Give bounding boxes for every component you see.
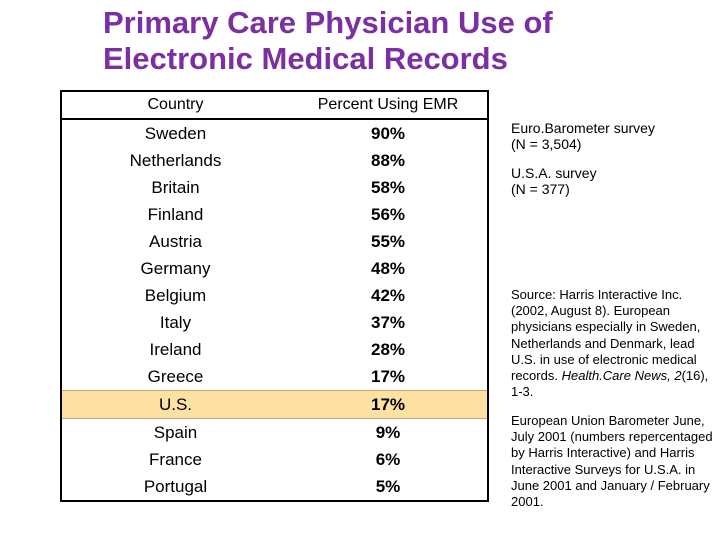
country-cell: Portugal xyxy=(143,476,208,496)
source-text: Source: Harris Interactive Inc. (2002, A… xyxy=(511,287,701,384)
table-row: Finland 56% xyxy=(61,201,488,228)
table-row: Ireland 28% xyxy=(61,336,488,363)
header-country: Country xyxy=(61,91,289,120)
table-row: France 6% xyxy=(61,446,488,473)
percent-cell: 17% xyxy=(289,390,488,419)
percent-cell: 90% xyxy=(370,123,406,143)
country-cell: Spain xyxy=(153,422,198,442)
country-cell: Greece xyxy=(147,366,204,386)
eurobarometer-note: Euro.Barometer survey (N = 3,504) xyxy=(511,120,711,152)
emr-table: Country Percent Using EMR Sweden 90% Neth… xyxy=(60,90,489,502)
country-cell: Austria xyxy=(149,231,202,251)
country-cell: Britain xyxy=(151,177,200,197)
title-line-1: Primary Care Physician Use of xyxy=(103,5,553,40)
journal-issue-pages: (16), 1-3. xyxy=(511,368,709,400)
percent-cell: 48% xyxy=(370,258,406,278)
percent-cell: 58% xyxy=(370,177,406,197)
country-cell: Finland xyxy=(147,204,204,224)
country-cell: Ireland xyxy=(149,339,202,359)
journal-name: Health.Care News, xyxy=(561,368,671,384)
table-row: Greece 17% xyxy=(61,363,488,391)
usa-survey-n: (N = 377) xyxy=(511,181,570,197)
country-cell: Netherlands xyxy=(129,150,222,170)
table-row: Austria 55% xyxy=(61,228,488,255)
percent-cell: 55% xyxy=(370,231,406,251)
country-cell: Belgium xyxy=(144,285,207,305)
table-row: Belgium 42% xyxy=(61,282,488,309)
usa-survey-label: U.S.A. survey xyxy=(511,165,597,181)
country-cell: France xyxy=(149,449,202,469)
table-row: Britain 58% xyxy=(61,174,488,201)
table-row: Portugal 5% xyxy=(61,473,488,501)
eurobarometer-label: Euro.Barometer survey xyxy=(511,120,655,136)
percent-cell: 56% xyxy=(370,204,406,224)
eurobarometer-n: (N = 3,504) xyxy=(511,136,582,152)
percent-cell: 6% xyxy=(375,449,401,469)
table-row: Netherlands 88% xyxy=(61,147,488,174)
percent-cell: 37% xyxy=(370,312,406,332)
percent-cell: 42% xyxy=(370,285,406,305)
country-cell: U.S. xyxy=(61,390,289,419)
usa-survey-note: U.S.A. survey (N = 377) xyxy=(511,165,711,197)
country-cell: Sweden xyxy=(144,123,207,143)
percent-cell: 28% xyxy=(370,339,406,359)
table-row: Spain 9% xyxy=(61,419,488,447)
title-line-2: Electronic Medical Records xyxy=(103,41,508,76)
table-header-row: Country Percent Using EMR xyxy=(61,91,488,120)
percent-cell: 9% xyxy=(375,422,401,442)
table-row: Sweden 90% xyxy=(61,119,488,147)
percent-cell: 88% xyxy=(370,150,406,170)
journal-volume: 2 xyxy=(674,368,682,384)
country-cell: Italy xyxy=(159,312,192,332)
table-row: Germany 48% xyxy=(61,255,488,282)
table-row: Italy 37% xyxy=(61,309,488,336)
country-cell: Germany xyxy=(140,258,211,278)
percent-cell: 5% xyxy=(375,476,401,496)
page-title: Primary Care Physician Use of Electronic… xyxy=(103,5,713,77)
percent-cell: 17% xyxy=(370,366,406,386)
eu-barometer-footnote: European Union Barometer June, July 2001… xyxy=(511,413,713,510)
header-percent: Percent Using EMR xyxy=(289,91,488,120)
source-citation: Source: Harris Interactive Inc. (2002, A… xyxy=(511,287,711,400)
table-row-highlighted-us: U.S. 17% xyxy=(61,390,488,419)
